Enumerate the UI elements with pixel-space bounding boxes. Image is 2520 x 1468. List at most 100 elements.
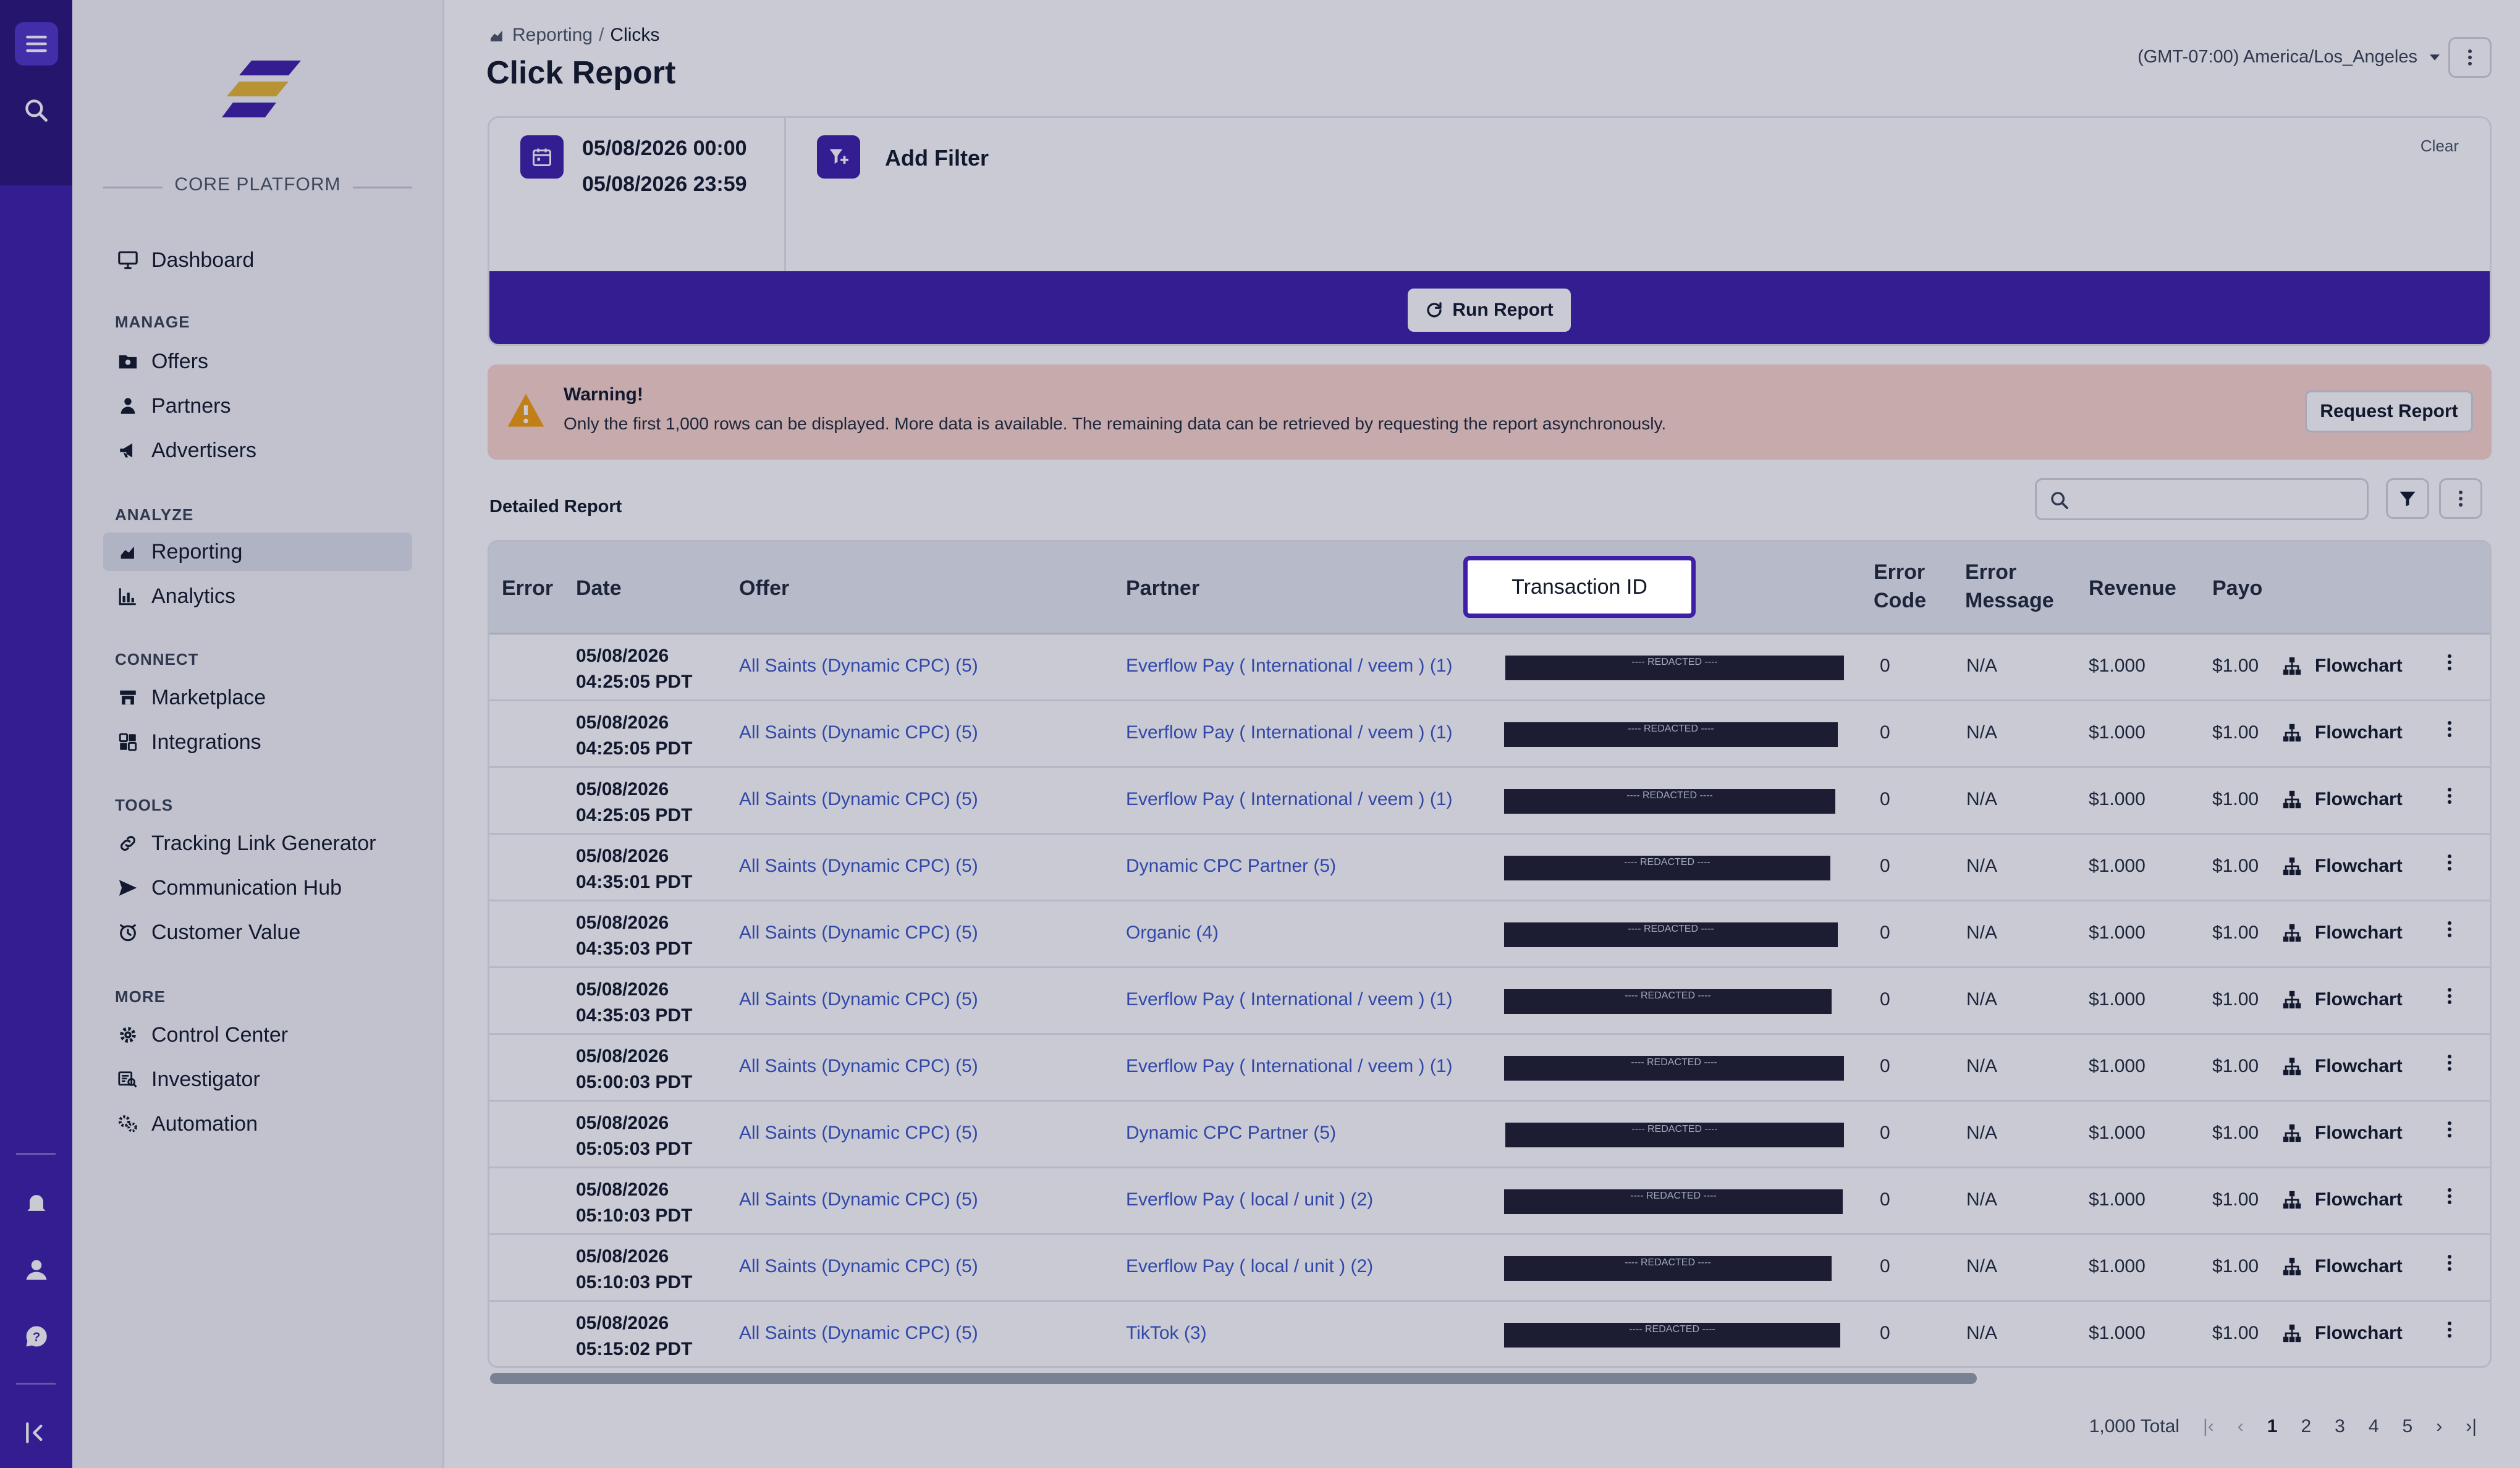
partner-link[interactable]: Everflow Pay ( International / veem ) (1… bbox=[1126, 656, 1453, 676]
sidebar-item-advertisers[interactable]: Advertisers bbox=[103, 431, 412, 470]
column-error-code[interactable]: Error Code bbox=[1874, 558, 1926, 615]
row-options-icon[interactable] bbox=[2447, 720, 2452, 741]
row-date: 05/08/2026 04:35:03 PDT bbox=[576, 977, 692, 1029]
column-error-message[interactable]: Error Message bbox=[1965, 558, 2054, 615]
transaction-id-redacted: ---- REDACTED ---- bbox=[1504, 989, 1832, 1014]
add-filter-icon[interactable] bbox=[817, 135, 860, 179]
flowchart-button[interactable]: Flowchart bbox=[2281, 1323, 2403, 1344]
flowchart-button[interactable]: Flowchart bbox=[2281, 856, 2403, 877]
offer-link[interactable]: All Saints (Dynamic CPC) (5) bbox=[739, 922, 978, 943]
offer-link[interactable]: All Saints (Dynamic CPC) (5) bbox=[739, 722, 978, 743]
table-options-button[interactable] bbox=[2439, 478, 2482, 519]
last-page-icon[interactable]: ›| bbox=[2466, 1416, 2477, 1436]
user-icon[interactable] bbox=[15, 1248, 58, 1291]
sidebar-item-reporting[interactable]: Reporting bbox=[103, 533, 412, 571]
row-options-icon[interactable] bbox=[2447, 1254, 2452, 1275]
column-payout[interactable]: Payo bbox=[2212, 576, 2263, 600]
horizontal-scrollbar[interactable] bbox=[490, 1373, 1977, 1384]
offer-link[interactable]: All Saints (Dynamic CPC) (5) bbox=[739, 1189, 978, 1210]
offer-link[interactable]: All Saints (Dynamic CPC) (5) bbox=[739, 656, 978, 676]
chart-area-icon bbox=[116, 539, 140, 564]
offer-link[interactable]: All Saints (Dynamic CPC) (5) bbox=[739, 789, 978, 809]
sidebar-item-offers[interactable]: Offers bbox=[103, 342, 412, 381]
row-options-icon[interactable] bbox=[2447, 1053, 2452, 1075]
sidebar-item-communication-hub[interactable]: Communication Hub bbox=[103, 869, 412, 907]
add-filter-button[interactable]: Add Filter bbox=[885, 145, 989, 171]
collapse-sidebar-icon[interactable] bbox=[15, 1411, 58, 1454]
offer-link[interactable]: All Saints (Dynamic CPC) (5) bbox=[739, 1123, 978, 1143]
offer-link[interactable]: All Saints (Dynamic CPC) (5) bbox=[739, 1256, 978, 1276]
partner-link[interactable]: Everflow Pay ( International / veem ) (1… bbox=[1126, 722, 1453, 743]
breadcrumb-parent[interactable]: Reporting bbox=[512, 25, 593, 45]
page-1[interactable]: 1 bbox=[2267, 1416, 2278, 1436]
offer-link[interactable]: All Saints (Dynamic CPC) (5) bbox=[739, 989, 978, 1010]
sidebar-item-marketplace[interactable]: Marketplace bbox=[103, 678, 412, 717]
sidebar-item-tracking-link-generator[interactable]: Tracking Link Generator bbox=[103, 824, 412, 863]
partner-link[interactable]: Organic (4) bbox=[1126, 922, 1219, 943]
flowchart-button[interactable]: Flowchart bbox=[2281, 789, 2403, 810]
search-icon[interactable] bbox=[15, 89, 58, 132]
request-report-button[interactable]: Request Report bbox=[2305, 390, 2473, 432]
sidebar-item-customer-value[interactable]: Customer Value bbox=[103, 913, 412, 951]
help-icon[interactable]: ? bbox=[15, 1315, 58, 1358]
sidebar-item-automation[interactable]: Automation bbox=[103, 1105, 412, 1143]
first-page-icon[interactable]: |‹ bbox=[2202, 1416, 2214, 1436]
sidebar-item-control-center[interactable]: Control Center bbox=[103, 1016, 412, 1054]
flowchart-button[interactable]: Flowchart bbox=[2281, 1189, 2403, 1210]
bell-icon[interactable] bbox=[15, 1181, 58, 1225]
run-report-button[interactable]: Run Report bbox=[1408, 289, 1571, 332]
sidebar-item-investigator[interactable]: Investigator bbox=[103, 1060, 412, 1099]
sidebar-item-analytics[interactable]: Analytics bbox=[103, 577, 412, 615]
sidebar-item-integrations[interactable]: Integrations bbox=[103, 723, 412, 761]
partner-link[interactable]: Everflow Pay ( International / veem ) (1… bbox=[1126, 989, 1453, 1010]
page-5[interactable]: 5 bbox=[2402, 1416, 2413, 1436]
offer-link[interactable]: All Saints (Dynamic CPC) (5) bbox=[739, 856, 978, 876]
column-date[interactable]: Date bbox=[576, 576, 622, 600]
offer-link[interactable]: All Saints (Dynamic CPC) (5) bbox=[739, 1056, 978, 1076]
table-search[interactable] bbox=[2035, 478, 2369, 520]
flowchart-button[interactable]: Flowchart bbox=[2281, 656, 2403, 677]
flowchart-button[interactable]: Flowchart bbox=[2281, 922, 2403, 943]
row-options-icon[interactable] bbox=[2447, 653, 2452, 675]
column-offer[interactable]: Offer bbox=[739, 576, 790, 600]
partner-link[interactable]: Dynamic CPC Partner (5) bbox=[1126, 1123, 1337, 1143]
partner-link[interactable]: Everflow Pay ( International / veem ) (1… bbox=[1126, 789, 1453, 809]
page-options-button[interactable] bbox=[2448, 37, 2492, 78]
flowchart-button[interactable]: Flowchart bbox=[2281, 1123, 2403, 1144]
flowchart-button[interactable]: Flowchart bbox=[2281, 1056, 2403, 1077]
sidebar-item-partners[interactable]: Partners bbox=[103, 387, 412, 425]
revenue-value: $1.000 bbox=[2089, 922, 2146, 943]
row-options-icon[interactable] bbox=[2447, 853, 2452, 875]
partner-link[interactable]: Everflow Pay ( local / unit ) (2) bbox=[1126, 1189, 1374, 1210]
timezone-select[interactable]: (GMT-07:00) America/Los_Angeles bbox=[2137, 47, 2440, 67]
row-options-icon[interactable] bbox=[2447, 987, 2452, 1008]
sidebar-item-dashboard[interactable]: Dashboard bbox=[103, 241, 412, 279]
page-3[interactable]: 3 bbox=[2335, 1416, 2345, 1436]
offer-link[interactable]: All Saints (Dynamic CPC) (5) bbox=[739, 1323, 978, 1343]
column-revenue[interactable]: Revenue bbox=[2089, 576, 2176, 600]
column-error[interactable]: Error bbox=[502, 576, 554, 600]
date-range-picker[interactable]: 05/08/2026 00:00 05/08/2026 23:59 bbox=[489, 118, 786, 271]
row-options-icon[interactable] bbox=[2447, 1320, 2452, 1342]
next-page-icon[interactable]: › bbox=[2436, 1416, 2443, 1436]
row-options-icon[interactable] bbox=[2447, 1187, 2452, 1209]
partner-link[interactable]: Everflow Pay ( local / unit ) (2) bbox=[1126, 1256, 1374, 1276]
row-options-icon[interactable] bbox=[2447, 787, 2452, 808]
flowchart-button[interactable]: Flowchart bbox=[2281, 722, 2403, 743]
flowchart-button[interactable]: Flowchart bbox=[2281, 1256, 2403, 1277]
partner-link[interactable]: TikTok (3) bbox=[1126, 1323, 1207, 1343]
column-partner[interactable]: Partner bbox=[1126, 576, 1200, 600]
search-input[interactable] bbox=[2079, 486, 2357, 513]
row-options-icon[interactable] bbox=[2447, 920, 2452, 942]
prev-page-icon[interactable]: ‹ bbox=[2237, 1416, 2244, 1436]
transaction-id-column-highlight[interactable]: Transaction ID bbox=[1463, 556, 1696, 618]
partner-link[interactable]: Dynamic CPC Partner (5) bbox=[1126, 856, 1337, 876]
page-2[interactable]: 2 bbox=[2301, 1416, 2312, 1436]
partner-link[interactable]: Everflow Pay ( International / veem ) (1… bbox=[1126, 1056, 1453, 1076]
row-options-icon[interactable] bbox=[2447, 1120, 2452, 1142]
menu-icon[interactable] bbox=[15, 22, 58, 65]
filter-columns-button[interactable] bbox=[2386, 478, 2429, 519]
clear-filters-button[interactable]: Clear bbox=[2420, 137, 2459, 155]
page-4[interactable]: 4 bbox=[2368, 1416, 2379, 1436]
flowchart-button[interactable]: Flowchart bbox=[2281, 989, 2403, 1010]
